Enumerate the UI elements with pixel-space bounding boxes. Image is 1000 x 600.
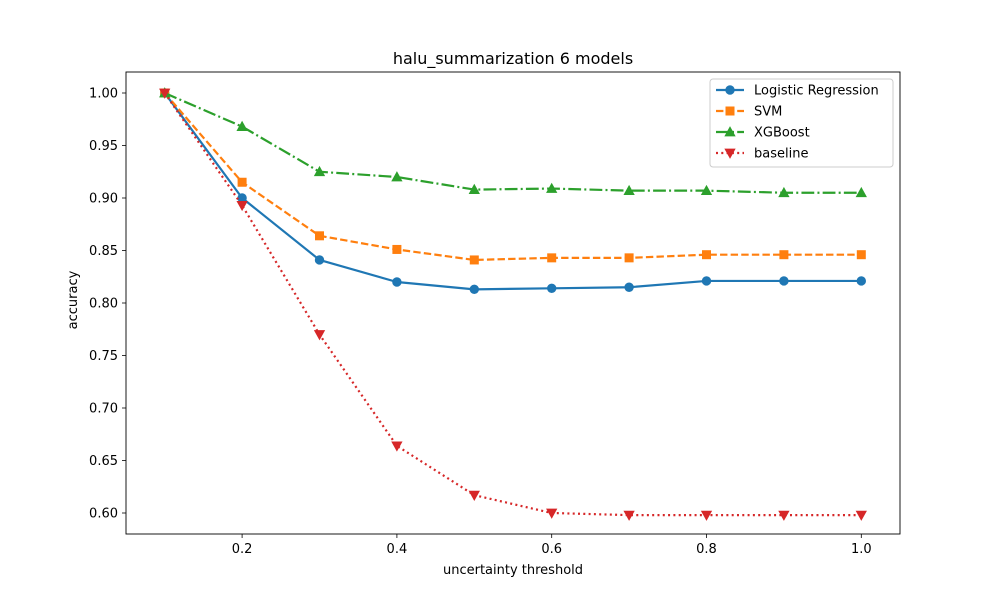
y-tick-label: 1.00 xyxy=(89,87,118,102)
y-tick-label: 0.65 xyxy=(89,454,118,469)
legend-box xyxy=(709,78,894,168)
x-tick-label: 0.4 xyxy=(387,542,408,557)
data-point-logistic-regression xyxy=(701,276,712,286)
chart-title: halu_summarization 6 models xyxy=(393,49,633,69)
data-point-xgboost xyxy=(778,186,790,198)
data-point-baseline xyxy=(159,88,171,99)
y-tick-label: 0.75 xyxy=(89,349,118,364)
y-tick-label: 0.80 xyxy=(89,297,118,312)
plot-area: 0.2 0.4 0.6 0.8 1.0 0.60 0.65 0.70 0.75 0.80 0.85 0… xyxy=(89,71,901,557)
plot-frame xyxy=(125,71,901,535)
data-point-svm xyxy=(237,177,247,187)
y-tick-label: 0.95 xyxy=(89,139,118,154)
data-point-svm xyxy=(469,255,479,265)
y-tick-label: 0.85 xyxy=(89,244,118,259)
series-line-xgboost xyxy=(164,91,862,194)
data-point-xgboost xyxy=(468,183,480,194)
legend-label-logistic-regression: Logistic Regression xyxy=(754,84,879,99)
data-point-svm xyxy=(624,253,634,263)
data-point-xgboost xyxy=(855,186,867,198)
data-point-logistic-regression xyxy=(237,193,247,203)
data-point-svm xyxy=(856,250,866,260)
data-point-svm xyxy=(779,250,789,260)
series-line-logistic-regression xyxy=(163,92,862,291)
data-point-logistic-regression xyxy=(856,276,866,286)
y-tick-label: 0.60 xyxy=(89,507,118,522)
data-point-baseline xyxy=(546,508,558,519)
data-point-logistic-regression xyxy=(392,277,402,287)
data-point-logistic-regression xyxy=(314,255,325,265)
data-point-xgboost xyxy=(623,184,635,195)
data-point-xgboost xyxy=(236,120,248,131)
data-point-baseline xyxy=(313,330,326,341)
x-tick-label: 0.2 xyxy=(232,542,253,557)
data-point-logistic-regression xyxy=(779,276,789,286)
data-point-svm xyxy=(392,244,402,254)
data-point-baseline xyxy=(778,510,790,521)
data-point-logistic-regression xyxy=(624,282,634,292)
data-point-svm xyxy=(547,253,557,263)
y-tick-label: 0.70 xyxy=(89,402,118,417)
data-point-baseline xyxy=(468,490,480,501)
data-point-xgboost xyxy=(700,184,713,195)
data-point-xgboost xyxy=(391,171,403,182)
legend-label-baseline: baseline xyxy=(754,147,808,162)
legend-label-svm: SVM xyxy=(754,105,782,120)
legend-marker-logistic-regression xyxy=(725,85,735,95)
data-point-logistic-regression xyxy=(469,284,479,295)
legend-marker-baseline xyxy=(724,148,736,159)
data-point-xgboost xyxy=(313,165,326,177)
data-point-baseline xyxy=(623,510,635,521)
data-point-baseline xyxy=(236,201,248,212)
data-point-baseline xyxy=(855,510,867,521)
legend: Logistic Regression SVM XGBoost baseline xyxy=(709,78,894,168)
legend-label-xgboost: XGBoost xyxy=(754,126,810,141)
x-tick-label: 1.0 xyxy=(851,542,872,557)
y-axis-label: accuracy xyxy=(66,270,81,329)
legend-marker-xgboost xyxy=(724,126,736,137)
data-point-baseline xyxy=(391,441,403,452)
data-point-logistic-regression xyxy=(547,283,557,293)
data-point-svm xyxy=(315,231,324,241)
y-tick-label: 0.90 xyxy=(89,192,118,207)
x-tick-label: 0.8 xyxy=(696,542,717,557)
x-tick-label: 0.6 xyxy=(541,542,562,557)
data-point-xgboost xyxy=(546,182,558,193)
legend-marker-svm xyxy=(725,106,735,116)
series-line-svm xyxy=(163,92,862,262)
data-point-svm xyxy=(702,250,711,260)
data-point-baseline xyxy=(700,510,713,521)
x-axis-label: uncertainty threshold xyxy=(443,563,583,578)
